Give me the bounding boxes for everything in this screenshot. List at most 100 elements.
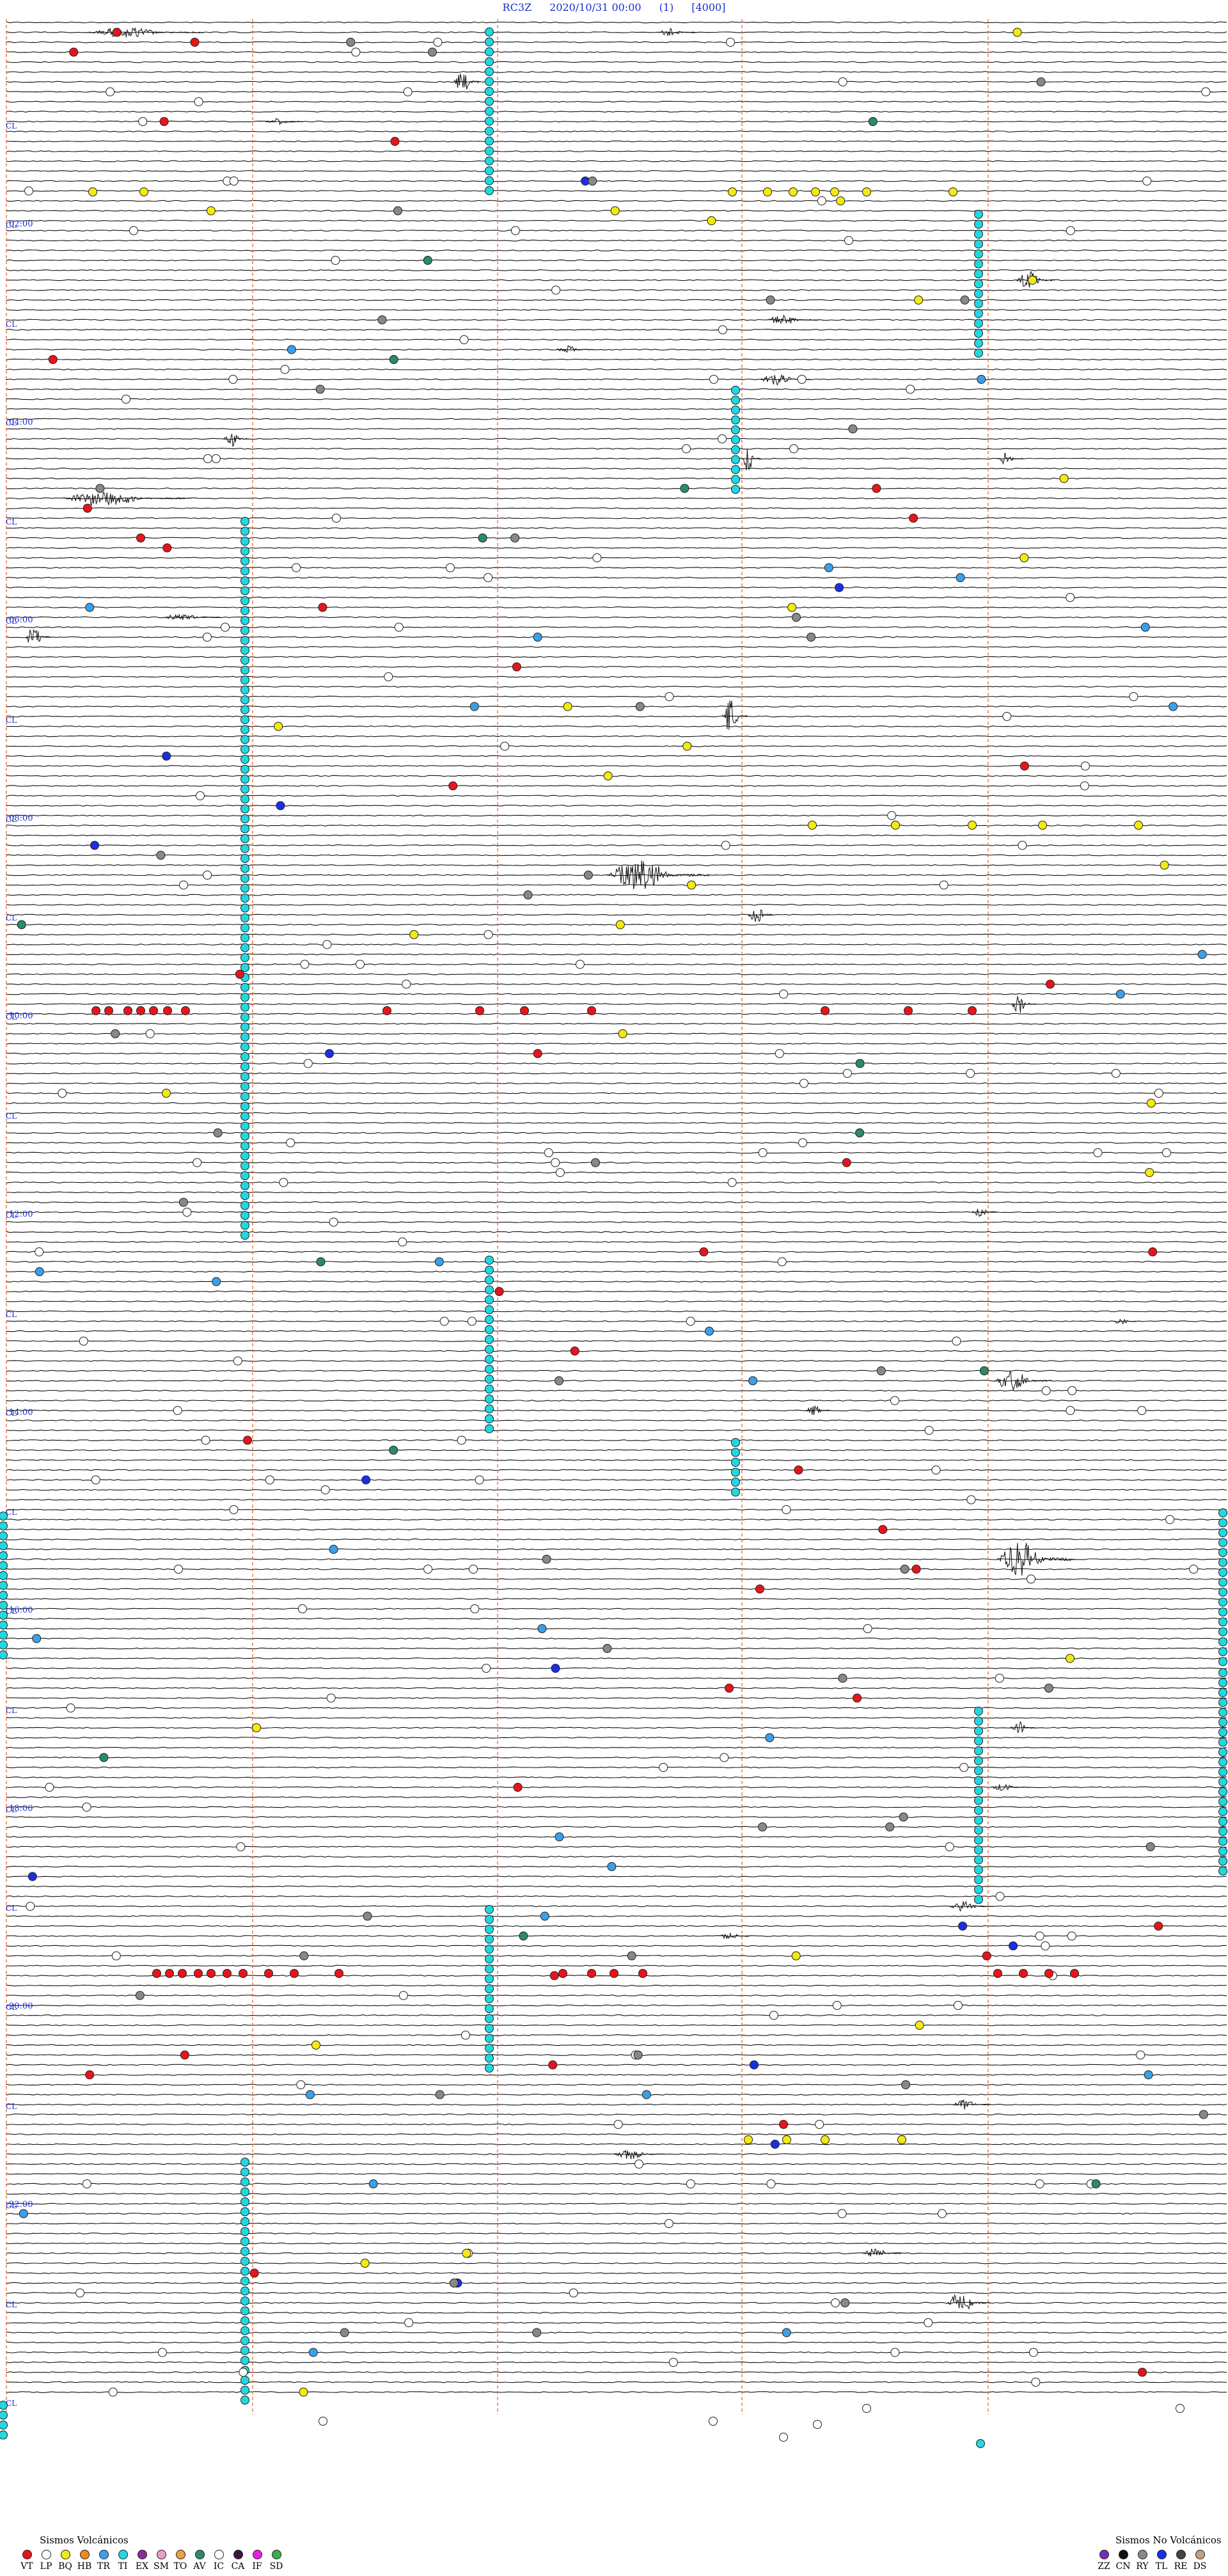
ti-marker[interactable] bbox=[1218, 1827, 1227, 1836]
tr-marker[interactable] bbox=[824, 563, 833, 573]
ti-marker[interactable] bbox=[485, 1276, 494, 1284]
vt-marker[interactable] bbox=[513, 1783, 523, 1792]
ti-marker[interactable] bbox=[240, 874, 249, 883]
vt-marker[interactable] bbox=[821, 1006, 830, 1015]
ti-marker[interactable] bbox=[731, 1438, 740, 1447]
av-marker[interactable] bbox=[519, 1931, 528, 1941]
lp-marker[interactable] bbox=[844, 236, 853, 245]
ti-marker[interactable] bbox=[240, 2217, 249, 2226]
ti-marker[interactable] bbox=[240, 834, 249, 843]
av-marker[interactable] bbox=[99, 1753, 109, 1762]
rc-marker[interactable] bbox=[758, 1822, 767, 1831]
ti-marker[interactable] bbox=[1218, 1577, 1227, 1587]
ti-marker[interactable] bbox=[485, 107, 494, 116]
ti-marker[interactable] bbox=[974, 309, 983, 318]
lp-marker[interactable] bbox=[718, 434, 727, 443]
bq-marker[interactable] bbox=[728, 187, 737, 196]
lp-marker[interactable] bbox=[721, 841, 730, 850]
av-marker[interactable] bbox=[423, 256, 432, 265]
ti-marker[interactable] bbox=[240, 735, 249, 744]
lp-marker[interactable] bbox=[467, 1316, 476, 1326]
vt-marker[interactable] bbox=[587, 1006, 596, 1015]
lp-marker[interactable] bbox=[211, 454, 221, 463]
lp-marker[interactable] bbox=[966, 1495, 976, 1505]
ti-marker[interactable] bbox=[240, 2277, 249, 2286]
lp-marker[interactable] bbox=[931, 1466, 941, 1474]
tr-marker[interactable] bbox=[977, 375, 986, 384]
ti-marker[interactable] bbox=[485, 47, 494, 56]
ti-marker[interactable] bbox=[731, 445, 740, 454]
lp-marker[interactable] bbox=[1111, 1069, 1121, 1078]
av-marker[interactable] bbox=[17, 920, 26, 929]
lp-marker[interactable] bbox=[1189, 1565, 1199, 1574]
tr-marker[interactable] bbox=[533, 633, 542, 642]
lp-marker[interactable] bbox=[551, 1158, 560, 1167]
lp-marker[interactable] bbox=[265, 1475, 274, 1485]
ti-marker[interactable] bbox=[974, 259, 983, 269]
ti-marker[interactable] bbox=[485, 166, 494, 175]
vt-marker[interactable] bbox=[83, 503, 92, 513]
lp-marker[interactable] bbox=[351, 47, 361, 57]
rc-marker[interactable] bbox=[602, 1644, 612, 1653]
ti-marker[interactable] bbox=[240, 1151, 249, 1160]
lp-marker[interactable] bbox=[887, 811, 897, 820]
av-marker[interactable] bbox=[868, 117, 878, 126]
bq-marker[interactable] bbox=[682, 741, 692, 751]
lp-marker[interactable] bbox=[398, 1237, 407, 1247]
vt-marker[interactable] bbox=[512, 662, 521, 672]
ti-marker[interactable] bbox=[240, 526, 249, 536]
lp-marker[interactable] bbox=[279, 1178, 288, 1187]
ti-marker[interactable] bbox=[485, 136, 494, 146]
ti-marker[interactable] bbox=[0, 1561, 8, 1570]
lp-marker[interactable] bbox=[402, 979, 411, 989]
ti-marker[interactable] bbox=[240, 1141, 249, 1151]
lp-marker[interactable] bbox=[718, 325, 727, 335]
vt-marker[interactable] bbox=[165, 1969, 174, 1978]
lp-marker[interactable] bbox=[292, 563, 301, 573]
tr-marker[interactable] bbox=[956, 573, 965, 582]
rc-marker[interactable] bbox=[315, 384, 325, 394]
lp-marker[interactable] bbox=[1080, 761, 1090, 771]
ti-marker[interactable] bbox=[240, 2306, 249, 2316]
vt-marker[interactable] bbox=[136, 533, 145, 542]
vt-marker[interactable] bbox=[162, 543, 172, 553]
rc-marker[interactable] bbox=[627, 1951, 636, 1961]
tl-marker[interactable] bbox=[1009, 1941, 1018, 1950]
bq-marker[interactable] bbox=[1145, 1168, 1154, 1177]
lp-marker[interactable] bbox=[320, 1485, 330, 1494]
ti-marker[interactable] bbox=[240, 993, 249, 1002]
lp-marker[interactable] bbox=[1165, 1515, 1175, 1524]
ti-marker[interactable] bbox=[485, 2004, 494, 2013]
ti-marker[interactable] bbox=[240, 1052, 249, 1061]
ti-marker[interactable] bbox=[974, 349, 983, 358]
ti-marker[interactable] bbox=[974, 319, 983, 328]
ti-marker[interactable] bbox=[0, 1650, 8, 1659]
lp-marker[interactable] bbox=[484, 930, 493, 939]
vt-marker[interactable] bbox=[878, 1525, 888, 1534]
vt-marker[interactable] bbox=[163, 1006, 172, 1015]
ti-marker[interactable] bbox=[240, 636, 249, 645]
tr-marker[interactable] bbox=[469, 702, 479, 711]
ti-marker[interactable] bbox=[240, 596, 249, 605]
lp-marker[interactable] bbox=[668, 2358, 678, 2367]
vt-marker[interactable] bbox=[968, 1006, 977, 1015]
tr-marker[interactable] bbox=[329, 1545, 338, 1554]
ti-marker[interactable] bbox=[240, 1022, 249, 1032]
ti-marker[interactable] bbox=[485, 1974, 494, 1984]
ti-marker[interactable] bbox=[1218, 1817, 1227, 1826]
lp-marker[interactable] bbox=[384, 672, 393, 681]
lp-marker[interactable] bbox=[433, 38, 443, 47]
tl-marker[interactable] bbox=[28, 1872, 37, 1881]
vt-marker[interactable] bbox=[904, 1006, 913, 1015]
vt-marker[interactable] bbox=[982, 1951, 991, 1961]
av-marker[interactable] bbox=[855, 1128, 865, 1137]
lp-marker[interactable] bbox=[75, 2288, 85, 2298]
vt-marker[interactable] bbox=[159, 117, 169, 126]
ti-marker[interactable] bbox=[485, 1375, 494, 1384]
ti-marker[interactable] bbox=[485, 57, 494, 67]
ti-marker[interactable] bbox=[240, 1132, 249, 1141]
ti-marker[interactable] bbox=[240, 2296, 249, 2305]
bq-marker[interactable] bbox=[162, 1089, 171, 1098]
ti-marker[interactable] bbox=[485, 2024, 494, 2033]
ti-marker[interactable] bbox=[1218, 1558, 1227, 1567]
